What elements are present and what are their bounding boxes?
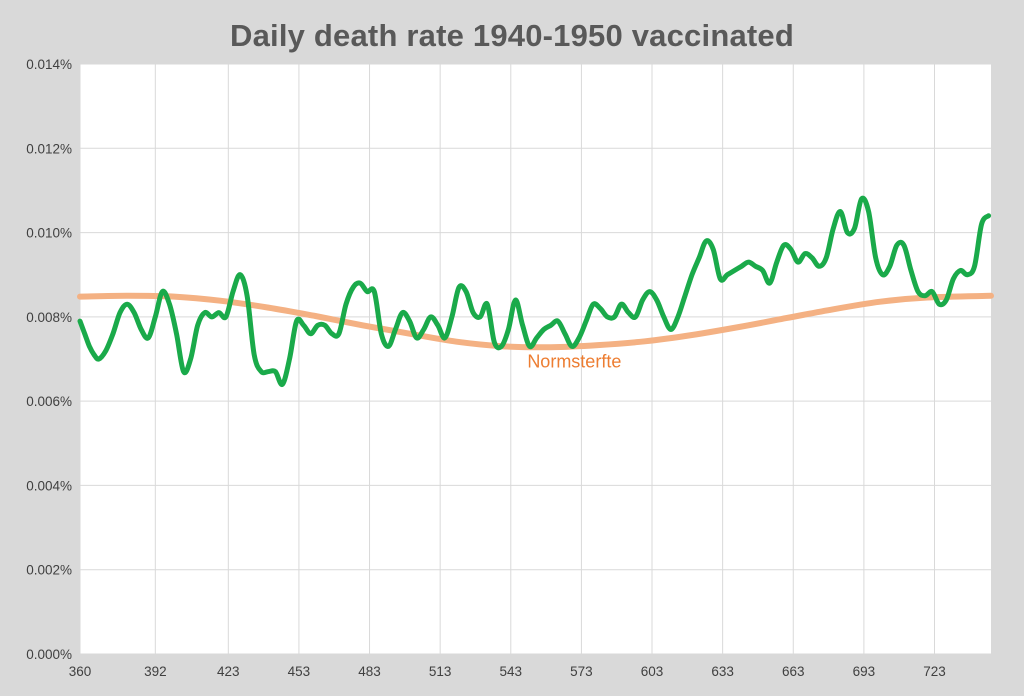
x-tick-label: 663	[782, 664, 805, 679]
x-tick-label: 603	[641, 664, 664, 679]
y-tick-label: 0.010%	[26, 226, 72, 241]
x-tick-label: 543	[500, 664, 523, 679]
chart-title: Daily death rate 1940-1950 vaccinated	[230, 18, 794, 53]
normsterfte-label: Normsterfte	[527, 351, 621, 371]
x-tick-label: 633	[711, 664, 734, 679]
y-tick-label: 0.002%	[26, 563, 72, 578]
x-tick-label: 693	[853, 664, 876, 679]
y-tick-label: 0.004%	[26, 478, 72, 493]
x-tick-label: 573	[570, 664, 593, 679]
x-tick-label: 483	[358, 664, 381, 679]
series-death-rate-line	[77, 195, 992, 387]
x-tick-label: 392	[144, 664, 167, 679]
x-tick-label: 360	[69, 664, 92, 679]
x-tick-label: 423	[217, 664, 240, 679]
y-tick-label: 0.014%	[26, 57, 72, 72]
x-tick-label: 453	[288, 664, 311, 679]
y-tick-label: 0.000%	[26, 647, 72, 662]
y-tick-label: 0.008%	[26, 310, 72, 325]
y-tick-label: 0.006%	[26, 394, 72, 409]
x-tick-label: 723	[923, 664, 946, 679]
y-tick-label: 0.012%	[26, 141, 72, 156]
x-tick-label: 513	[429, 664, 452, 679]
plot-area	[80, 64, 991, 654]
